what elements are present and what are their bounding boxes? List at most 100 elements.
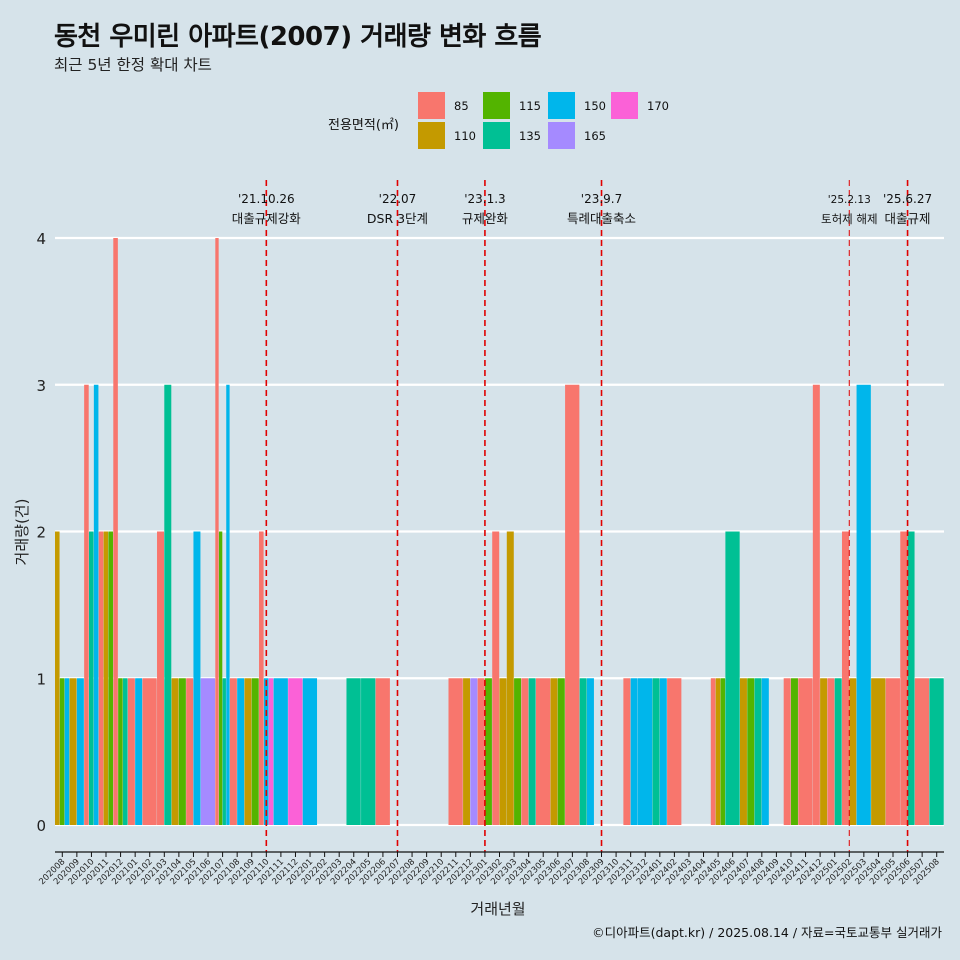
- event-text-label: 특례대출축소: [567, 211, 636, 226]
- bar-150-202105: [193, 531, 201, 825]
- y-tick-label: 2: [36, 524, 46, 542]
- legend-swatch: [418, 92, 445, 119]
- bar-115-202303: [514, 678, 522, 825]
- bar-115-202104: [178, 678, 186, 825]
- bar-115-202011: [108, 531, 113, 825]
- chart-title: 동천 우미린 아파트(2007) 거래량 변화 흐름: [54, 22, 542, 52]
- bar-110-202405: [715, 678, 721, 825]
- event-date-label: '22.07: [379, 192, 417, 206]
- bar-85-202011: [98, 531, 104, 825]
- bar-85-202502: [841, 531, 849, 825]
- bar-85-202505: [885, 678, 900, 825]
- bar-150-202009: [76, 678, 84, 825]
- legend-swatch: [548, 92, 575, 119]
- event-text-label: 대출규제강화: [232, 211, 302, 226]
- bar-110-202212: [463, 678, 471, 825]
- bar-85-202307: [565, 384, 580, 825]
- bar-115-202301: [484, 678, 492, 825]
- legend-label: 150: [584, 99, 606, 113]
- bar-85-202110: [259, 531, 264, 825]
- bar-150-202107: [226, 384, 230, 825]
- legend-swatch: [483, 92, 510, 119]
- bar-170-202110: [268, 678, 274, 825]
- event-date-label: '21.10.26: [238, 192, 295, 206]
- bar-85-202311: [623, 678, 631, 825]
- bar-115-202407: [747, 678, 755, 825]
- bar-110-202412: [820, 678, 828, 825]
- chart-subtitle: 최근 5년 한정 확대 차트: [54, 56, 212, 74]
- bar-110-202008: [55, 531, 60, 825]
- bar-85-202412: [812, 384, 820, 825]
- bar-135-202103: [164, 384, 172, 825]
- y-tick-label: 4: [36, 230, 46, 248]
- y-axis-label: 거래량(건): [13, 499, 31, 566]
- bar-135-202406: [725, 531, 740, 825]
- bar-150-202503: [856, 384, 871, 825]
- bar-110-202306: [550, 678, 558, 825]
- bar-85-202101: [127, 678, 135, 825]
- bar-135-202304: [528, 678, 536, 825]
- bar-110-202303: [506, 531, 514, 825]
- bar-110-202504: [871, 678, 886, 825]
- bar-115-202405: [720, 678, 726, 825]
- bar-110-202009: [69, 678, 77, 825]
- event-text-label: 토허제 해제: [821, 212, 878, 226]
- bar-150-202308: [586, 678, 594, 825]
- bar-135-202012: [123, 678, 128, 825]
- bar-115-202012: [118, 678, 123, 825]
- x-axis-label: 거래년월: [470, 900, 525, 918]
- bar-85-202103: [157, 531, 165, 825]
- bar-85-202410: [783, 678, 791, 825]
- bar-150-202312: [637, 678, 653, 825]
- bar-150-202401: [659, 678, 667, 825]
- event-date-label: '25.2.13: [828, 194, 871, 206]
- bars: [55, 238, 944, 825]
- bar-85-202411: [798, 678, 813, 825]
- bar-115-202410: [790, 678, 798, 825]
- axes: 2020082020092020102020112020122021012021…: [37, 851, 944, 887]
- bar-170-202112: [288, 678, 303, 825]
- bar-115-202306: [557, 678, 565, 825]
- bar-110-202502: [849, 678, 857, 825]
- bar-135-202010: [89, 531, 94, 825]
- bar-115-202008: [59, 678, 65, 825]
- bar-150-202201: [302, 678, 318, 825]
- bar-85-202211: [448, 678, 463, 825]
- legend-title: 전용면적(㎡): [328, 118, 399, 133]
- legend-label: 135: [519, 129, 541, 143]
- bar-150-202408: [761, 678, 769, 825]
- bar-135-202506: [907, 531, 915, 825]
- bar-150-202010: [93, 384, 99, 825]
- bar-85-202304: [521, 678, 529, 825]
- bar-150-202101: [135, 678, 143, 825]
- bar-85-202402: [667, 678, 682, 825]
- bar-85-202206: [375, 678, 390, 825]
- bar-150-202311: [630, 678, 638, 825]
- bar-135-202401: [652, 678, 660, 825]
- legend-label: 110: [454, 129, 476, 143]
- bar-115-202107: [218, 531, 223, 825]
- bar-135-202501: [834, 678, 842, 825]
- legend-swatch: [611, 92, 638, 119]
- bar-135-202408: [754, 678, 762, 825]
- legend: 전용면적(㎡) 85 110 115 135 150 165 170: [328, 92, 688, 154]
- source-caption: ©디아파트(dapt.kr) / 2025.08.14 / 자료=국토교통부 실…: [592, 925, 942, 940]
- event-text-label: 규제완화: [462, 211, 509, 226]
- bar-85-202305: [535, 678, 551, 825]
- bar-85-202102: [142, 678, 157, 825]
- legend-label: 85: [454, 99, 469, 113]
- bar-165-202106: [200, 678, 216, 825]
- legend-swatch: [483, 122, 510, 149]
- bar-150-202108: [237, 678, 245, 825]
- bar-150-202111: [273, 678, 288, 825]
- bar-150-202008: [64, 678, 70, 825]
- bar-135-202107: [222, 678, 226, 825]
- bar-85-202405: [710, 678, 716, 825]
- bar-85-202507: [914, 678, 930, 825]
- legend-swatch: [548, 122, 575, 149]
- legend-label: 115: [519, 99, 541, 113]
- legend-swatch: [418, 122, 445, 149]
- bar-85-202108: [229, 678, 237, 825]
- bar-135-202205: [361, 678, 376, 825]
